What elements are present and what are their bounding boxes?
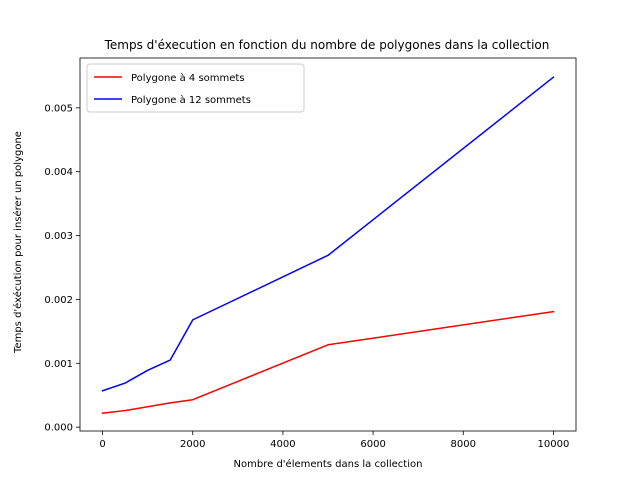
y-tick-label: 0.004 [44,167,73,178]
y-tick-label: 0.000 [44,423,73,434]
y-tick-label: 0.002 [44,295,73,306]
series-line-polygone-4 [101,310,555,414]
y-tick-label: 0.001 [44,359,73,370]
y-tick-label: 0.003 [44,231,73,242]
x-tick-label: 6000 [360,439,385,450]
chart-title: Temps d'éxecution en fonction du nombre … [104,38,550,52]
x-tick-label: 10000 [538,439,570,450]
plot-area [79,57,577,432]
x-axis-label: Nombre d'élements dans la collection [234,458,423,470]
y-axis-label: Temps d'éxécution pour insérer un polygo… [12,131,24,354]
x-tick-label: 2000 [180,439,205,450]
x-tick-label: 0 [99,439,105,450]
x-tick-label: 4000 [270,439,295,450]
x-tick-label: 8000 [451,439,476,450]
y-axis: 0.000 0.001 0.002 0.003 0.004 0.005 [44,103,80,434]
legend-label-polygone-4: Polygone à 4 sommets [131,72,245,84]
legend-label-polygone-12: Polygone à 12 sommets [131,94,251,106]
axes-frame [79,57,577,432]
legend-frame [86,63,305,113]
y-tick-label: 0.005 [44,103,73,114]
series-line-polygone-12 [101,76,555,392]
series-lines [101,76,555,414]
x-axis: 0 2000 4000 6000 8000 10000 [99,431,569,450]
legend: Polygone à 4 sommets Polygone à 12 somme… [86,63,305,113]
